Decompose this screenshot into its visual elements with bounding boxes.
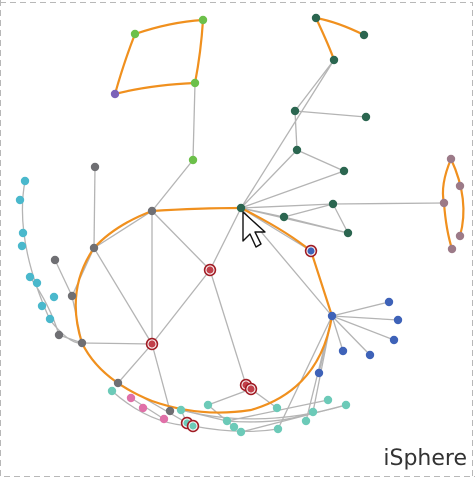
graph-node[interactable] [176,405,186,415]
graph-node[interactable] [359,30,369,40]
graph-node[interactable] [323,395,333,405]
graph-node[interactable] [236,203,246,213]
graph-node[interactable] [165,406,175,416]
graph-node[interactable] [130,29,140,39]
graph-node[interactable] [446,154,456,164]
graph-node[interactable] [67,291,77,301]
graph-node[interactable] [273,424,283,434]
graph-node[interactable] [455,231,465,241]
graph-node[interactable] [341,400,351,410]
graph-node[interactable] [54,330,64,340]
graph-node[interactable] [25,272,35,282]
graph-node[interactable] [148,340,156,348]
graph-node[interactable] [439,198,449,208]
graph-node[interactable] [50,255,60,265]
graph-node[interactable] [455,181,465,191]
graph-node[interactable] [327,311,337,321]
graph-node[interactable] [311,13,321,23]
graph-node[interactable] [18,228,28,238]
graph-node[interactable] [301,416,311,426]
graph-node[interactable] [314,368,324,378]
graph-node[interactable] [203,400,213,410]
graph-node[interactable] [110,89,120,99]
nodes-layer[interactable] [15,13,465,437]
brand-label: iSphere [383,446,467,471]
graph-node[interactable] [126,393,136,403]
graph-node[interactable] [339,166,349,176]
graph-node[interactable] [89,243,99,253]
graph-node[interactable] [292,145,302,155]
graph-node[interactable] [247,385,255,393]
graph-node[interactable] [447,244,457,254]
graph-node[interactable] [138,403,148,413]
graph-node[interactable] [188,155,198,165]
graph-node[interactable] [17,241,27,251]
graph-node[interactable] [45,314,55,324]
graph-node[interactable] [15,195,25,205]
graph-node[interactable] [90,162,100,172]
graph-node[interactable] [361,112,371,122]
graph-node[interactable] [32,278,42,288]
graph-node[interactable] [107,386,117,396]
graph-node[interactable] [222,416,232,426]
graph-node[interactable] [49,292,59,302]
graph-node[interactable] [77,338,87,348]
graph-node[interactable] [290,106,300,116]
graph-node[interactable] [338,346,348,356]
graph-node[interactable] [190,78,200,88]
graph-node[interactable] [279,212,289,222]
graph-node[interactable] [20,176,30,186]
graph-node[interactable] [389,335,399,345]
graph-node[interactable] [198,15,208,25]
graph-node[interactable] [328,199,338,209]
graph-node[interactable] [206,266,214,274]
graph-node[interactable] [393,315,403,325]
graph-node[interactable] [308,407,318,417]
graph-node[interactable] [37,301,47,311]
graph-node[interactable] [365,350,375,360]
graph-node[interactable] [189,422,197,430]
graph-node[interactable] [159,414,169,424]
graph-node[interactable] [384,297,394,307]
graph-node[interactable] [272,403,282,413]
graph-node[interactable] [113,378,123,388]
graph-node[interactable] [329,55,339,65]
arrow-cursor-icon [242,211,266,248]
graph-node[interactable] [236,427,246,437]
graph-node[interactable] [229,422,239,432]
graph-node[interactable] [307,247,315,255]
graph-node[interactable] [147,206,157,216]
graph-node[interactable] [343,228,353,238]
edges-layer [21,59,445,433]
